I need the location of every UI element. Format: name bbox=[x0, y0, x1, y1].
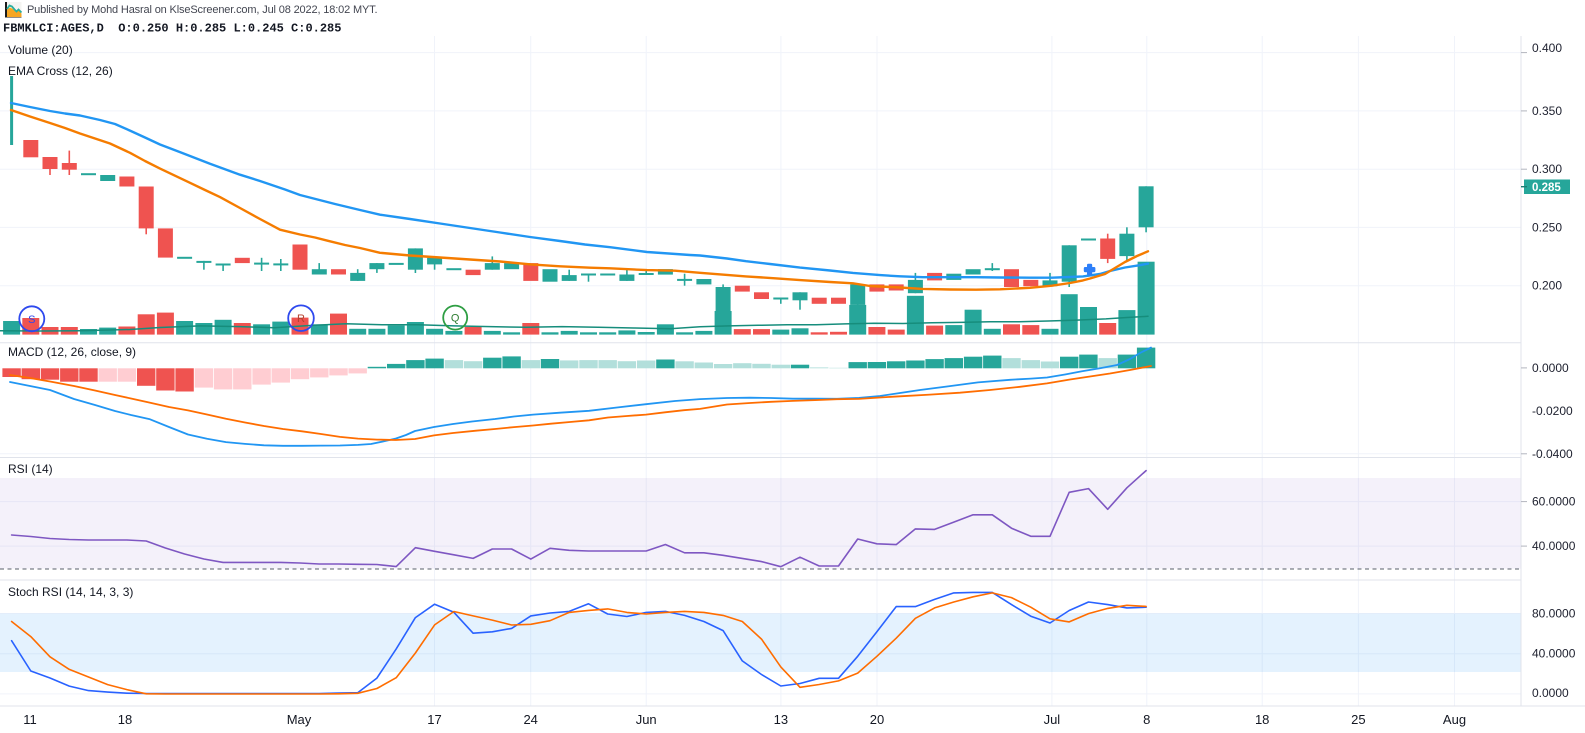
svg-text:-0.0200: -0.0200 bbox=[1532, 404, 1573, 418]
svg-text:13: 13 bbox=[774, 712, 788, 727]
svg-text:18: 18 bbox=[118, 712, 132, 727]
svg-text:0.300: 0.300 bbox=[1532, 162, 1562, 176]
svg-text:EMA Cross (12, 26): EMA Cross (12, 26) bbox=[8, 64, 113, 78]
svg-text:Q: Q bbox=[451, 313, 460, 325]
svg-text:Jul: Jul bbox=[1044, 712, 1061, 727]
svg-text:20: 20 bbox=[870, 712, 884, 727]
svg-text:0.0000: 0.0000 bbox=[1532, 686, 1569, 700]
svg-text:MACD (12, 26, close, 9): MACD (12, 26, close, 9) bbox=[8, 345, 136, 359]
svg-text:Aug: Aug bbox=[1443, 712, 1466, 727]
svg-text:Volume (20): Volume (20) bbox=[8, 43, 73, 57]
svg-text:8: 8 bbox=[1143, 712, 1150, 727]
svg-text:0.350: 0.350 bbox=[1532, 104, 1562, 118]
svg-text:24: 24 bbox=[523, 712, 537, 727]
svg-text:0.285: 0.285 bbox=[1532, 182, 1561, 194]
svg-text:25: 25 bbox=[1351, 712, 1365, 727]
svg-text:May: May bbox=[287, 712, 312, 727]
svg-text:0.250: 0.250 bbox=[1532, 220, 1562, 234]
svg-text:17: 17 bbox=[427, 712, 441, 727]
svg-text:40.0000: 40.0000 bbox=[1532, 647, 1576, 661]
svg-text:S: S bbox=[28, 314, 35, 326]
svg-text:18: 18 bbox=[1255, 712, 1269, 727]
svg-text:FBMKLCI:AGES,D O:0.250 H:0.28: FBMKLCI:AGES,D O:0.250 H:0.285 L:0.245 C… bbox=[3, 22, 341, 36]
svg-text:40.0000: 40.0000 bbox=[1532, 539, 1576, 553]
svg-text:Published by Mohd Hasral on Kl: Published by Mohd Hasral on KlseScreener… bbox=[27, 4, 377, 16]
svg-text:80.0000: 80.0000 bbox=[1532, 607, 1576, 621]
svg-text:R: R bbox=[297, 313, 305, 325]
svg-text:Jun: Jun bbox=[636, 712, 657, 727]
svg-text:0.200: 0.200 bbox=[1532, 279, 1562, 293]
svg-text:11: 11 bbox=[23, 712, 37, 727]
svg-text:-0.0400: -0.0400 bbox=[1532, 447, 1573, 461]
svg-text:60.0000: 60.0000 bbox=[1532, 495, 1576, 509]
svg-text:0.400: 0.400 bbox=[1532, 41, 1562, 55]
svg-text:RSI (14): RSI (14) bbox=[8, 462, 53, 476]
svg-text:0.0000: 0.0000 bbox=[1532, 361, 1569, 375]
svg-text:Stoch RSI (14, 14, 3, 3): Stoch RSI (14, 14, 3, 3) bbox=[8, 585, 133, 599]
